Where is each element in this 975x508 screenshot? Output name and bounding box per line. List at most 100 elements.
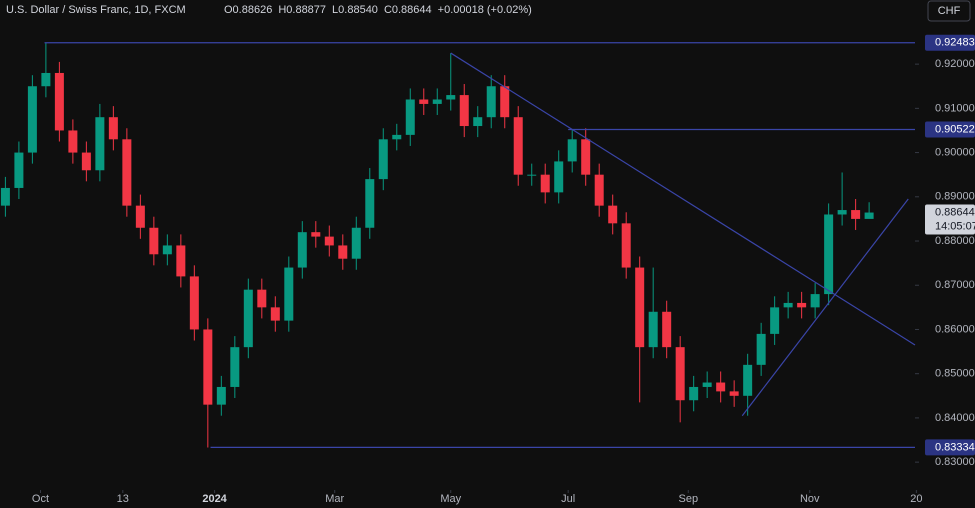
candle-body	[864, 212, 874, 219]
candle-body	[189, 276, 199, 330]
candle-body	[581, 139, 591, 175]
ohlc-value: C0.88644	[384, 4, 432, 16]
level-label: 0.90522	[935, 123, 975, 135]
level-label: 0.83334	[935, 441, 975, 453]
level-label: 0.92483	[935, 37, 975, 49]
x-tick-label: Jul	[561, 493, 575, 505]
candle-body	[567, 139, 577, 162]
candle-body	[500, 86, 510, 118]
y-tick-label: 0.84000	[935, 412, 975, 424]
y-tick-label: 0.92000	[935, 58, 975, 70]
countdown: 14:05:07	[935, 220, 975, 232]
candle-body	[716, 382, 726, 392]
candle-body	[122, 139, 132, 206]
candle-body	[432, 99, 442, 104]
last-price-box	[925, 204, 975, 235]
ohlc-value: L0.88540	[332, 4, 378, 16]
candle-body	[689, 386, 699, 401]
candle-body	[27, 86, 37, 153]
last-price: 0.88644	[935, 206, 975, 218]
candle-body	[837, 210, 847, 215]
candle-body	[810, 294, 820, 308]
candle-body	[41, 72, 51, 87]
candle-body	[405, 99, 415, 135]
candle-body	[216, 386, 226, 405]
x-tick-label: Oct	[32, 493, 49, 505]
candle-body	[540, 174, 550, 193]
candle-body	[824, 214, 834, 295]
candle-body	[621, 223, 631, 268]
x-tick-label: May	[440, 493, 461, 505]
y-tick-label: 0.87000	[935, 279, 975, 291]
candle-body	[68, 130, 78, 153]
y-tick-label: 0.86000	[935, 323, 975, 335]
candle-body	[729, 391, 739, 396]
ohlc-value: H0.88877	[278, 4, 326, 16]
candle-body	[513, 117, 523, 175]
candle-body	[365, 179, 375, 228]
level-label-box	[925, 121, 975, 138]
x-tick-label: 2024	[202, 493, 227, 505]
candle-body	[176, 245, 186, 277]
candle-body	[311, 232, 321, 237]
candle-body	[756, 333, 766, 365]
chart-title: U.S. Dollar / Swiss Franc, 1D, FXCM	[6, 4, 186, 16]
candle-body	[243, 289, 253, 348]
currency-button[interactable]	[927, 0, 971, 22]
candle-body	[702, 382, 712, 387]
candle-body	[14, 152, 24, 188]
candle-body	[270, 307, 280, 321]
x-tick-label: Mar	[325, 493, 344, 505]
x-tick-label: Nov	[800, 493, 820, 505]
candle-body	[473, 117, 483, 127]
candle-body	[135, 205, 145, 228]
currency[interactable]: CHF	[938, 5, 961, 17]
candle-body	[648, 311, 658, 348]
candle-body	[108, 117, 118, 140]
candle-body	[95, 117, 105, 171]
ohlc-legend: O0.88626 H0.88877 L0.88540 C0.88644 +0.00018…	[224, 4, 532, 16]
candle-body	[783, 302, 793, 308]
candle-body	[459, 95, 469, 127]
y-tick-label: 0.85000	[935, 368, 975, 380]
candle-body	[162, 245, 172, 255]
candle-body	[378, 139, 388, 180]
candle-body	[419, 99, 429, 104]
candle-body	[770, 307, 780, 334]
candle-body	[486, 86, 496, 118]
trendline	[741, 198, 909, 417]
candle-body	[230, 347, 240, 387]
candle-body	[446, 95, 456, 100]
candle-body	[297, 232, 307, 268]
candle-body	[851, 210, 861, 219]
candle-body	[284, 267, 294, 321]
candle-body	[149, 227, 159, 255]
candle-body	[338, 245, 348, 259]
y-tick-label: 0.91000	[935, 102, 975, 114]
candle-body	[527, 174, 537, 176]
trendline	[450, 52, 916, 346]
candle-body	[203, 329, 213, 405]
candle-body	[324, 236, 334, 246]
level-label-box	[925, 34, 975, 51]
candle-body	[797, 302, 807, 308]
candle-body	[635, 267, 645, 348]
ohlc-value: O0.88626	[224, 4, 272, 16]
candle-body	[0, 187, 10, 206]
y-tick-label: 0.83000	[935, 456, 975, 468]
ohlc-value: +0.00018 (+0.02%)	[438, 4, 532, 16]
level-label-box	[925, 439, 975, 456]
candle-body	[662, 311, 672, 348]
candle-body	[554, 161, 564, 193]
candle-body	[594, 174, 604, 206]
x-tick-label: 20	[910, 493, 922, 505]
candle-body	[675, 347, 685, 401]
x-tick-label: Sep	[678, 493, 698, 505]
candle-body	[743, 364, 753, 396]
candle-body	[257, 289, 267, 308]
x-tick-label: 13	[117, 493, 129, 505]
candle-body	[608, 205, 618, 224]
candle-body	[81, 152, 91, 171]
y-tick-label: 0.88000	[935, 235, 975, 247]
candle-body	[54, 72, 64, 131]
